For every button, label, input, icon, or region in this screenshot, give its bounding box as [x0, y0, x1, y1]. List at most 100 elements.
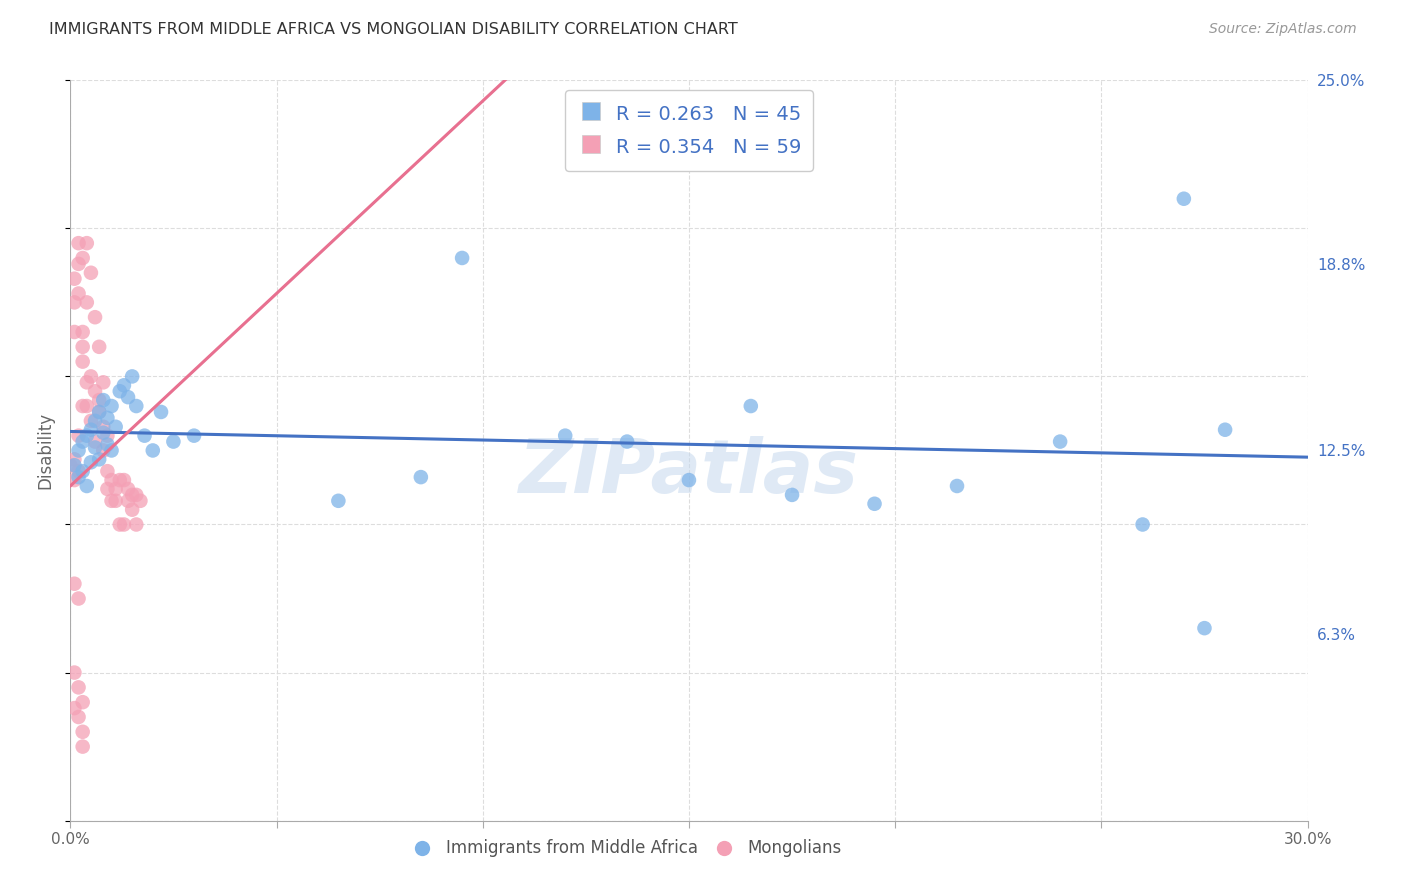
Point — [616, 434, 638, 449]
Point — [80, 414, 103, 428]
Point — [96, 437, 118, 451]
Point — [67, 591, 90, 606]
Point — [67, 236, 90, 251]
Point — [63, 458, 86, 473]
Point — [72, 434, 94, 449]
Point — [96, 482, 118, 496]
Point — [678, 473, 700, 487]
Point — [121, 502, 143, 516]
Point — [89, 340, 111, 354]
Point — [84, 414, 107, 428]
Point — [183, 428, 205, 442]
Text: ZIPatlas: ZIPatlas — [519, 436, 859, 509]
Point — [84, 441, 107, 455]
Point — [63, 325, 86, 339]
Point — [72, 251, 94, 265]
Point — [780, 488, 803, 502]
Point — [863, 497, 886, 511]
Point — [125, 488, 148, 502]
Point — [100, 443, 122, 458]
Point — [67, 257, 90, 271]
Point — [129, 493, 152, 508]
Text: Source: ZipAtlas.com: Source: ZipAtlas.com — [1209, 22, 1357, 37]
Legend: Immigrants from Middle Africa, Mongolians: Immigrants from Middle Africa, Mongolian… — [405, 833, 849, 864]
Point — [76, 376, 98, 390]
Point — [80, 266, 103, 280]
Point — [63, 295, 86, 310]
Point — [89, 405, 111, 419]
Point — [108, 517, 131, 532]
Point — [84, 384, 107, 399]
Point — [1132, 517, 1154, 532]
Point — [451, 251, 474, 265]
Point — [63, 473, 86, 487]
Point — [72, 399, 94, 413]
Point — [63, 576, 86, 591]
Point — [91, 443, 114, 458]
Point — [150, 405, 173, 419]
Point — [121, 488, 143, 502]
Point — [112, 473, 135, 487]
Point — [63, 701, 86, 715]
Text: IMMIGRANTS FROM MIDDLE AFRICA VS MONGOLIAN DISABILITY CORRELATION CHART: IMMIGRANTS FROM MIDDLE AFRICA VS MONGOLI… — [49, 22, 738, 37]
Point — [76, 479, 98, 493]
Point — [89, 393, 111, 408]
Point — [63, 452, 86, 467]
Point — [67, 286, 90, 301]
Point — [67, 464, 90, 478]
Point — [117, 482, 139, 496]
Point — [84, 310, 107, 325]
Point — [76, 399, 98, 413]
Point — [63, 271, 86, 285]
Point — [67, 681, 90, 695]
Point — [84, 434, 107, 449]
Point — [72, 325, 94, 339]
Point — [554, 428, 576, 442]
Point — [125, 517, 148, 532]
Point — [328, 493, 350, 508]
Point — [67, 428, 90, 442]
Point — [112, 378, 135, 392]
Point — [67, 710, 90, 724]
Point — [100, 399, 122, 413]
Point — [59, 458, 82, 473]
Point — [63, 665, 86, 680]
Point — [108, 384, 131, 399]
Point — [80, 369, 103, 384]
Point — [96, 428, 118, 442]
Point — [946, 479, 969, 493]
Point — [740, 399, 762, 413]
Point — [100, 493, 122, 508]
Point — [76, 236, 98, 251]
Point — [72, 739, 94, 754]
Point — [76, 428, 98, 442]
Point — [67, 470, 90, 484]
Point — [89, 452, 111, 467]
Point — [96, 464, 118, 478]
Point — [91, 419, 114, 434]
Point — [89, 405, 111, 419]
Point — [104, 482, 127, 496]
Point — [72, 354, 94, 368]
Point — [104, 419, 127, 434]
Point — [96, 410, 118, 425]
Point — [125, 399, 148, 413]
Point — [72, 464, 94, 478]
Point — [76, 295, 98, 310]
Point — [142, 443, 165, 458]
Point — [91, 393, 114, 408]
Point — [72, 695, 94, 709]
Point — [108, 473, 131, 487]
Point — [121, 369, 143, 384]
Point — [72, 340, 94, 354]
Point — [1173, 192, 1195, 206]
Point — [112, 517, 135, 532]
Point — [91, 376, 114, 390]
Point — [80, 455, 103, 469]
Point — [72, 724, 94, 739]
Point — [1049, 434, 1071, 449]
Point — [67, 443, 90, 458]
Y-axis label: Disability: Disability — [37, 412, 55, 489]
Point — [80, 423, 103, 437]
Point — [100, 473, 122, 487]
